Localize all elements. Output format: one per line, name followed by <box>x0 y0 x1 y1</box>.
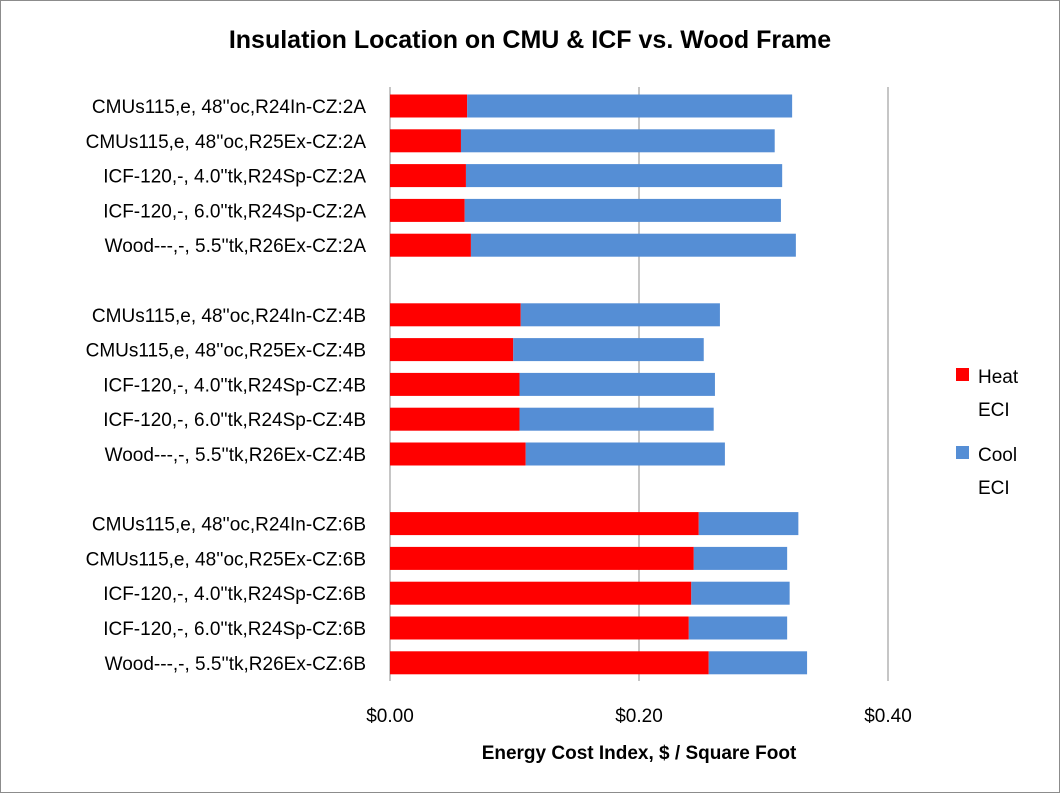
x-tick-label-0: $0.00 <box>366 706 414 727</box>
bar-heat-4 <box>390 233 471 257</box>
category-label-14: Wood---,-, 5.5''tk,R26Ex-CZ:6B <box>105 654 366 675</box>
category-label-13: ICF-120,-, 6.0''tk,R24Sp-CZ:6B <box>103 619 366 640</box>
bar-heat-3 <box>390 198 465 222</box>
bar-heat-13 <box>390 616 689 640</box>
bar-cool-10 <box>698 512 799 536</box>
bar-cool-5 <box>520 303 720 327</box>
x-tick-label-1: $0.20 <box>615 706 663 727</box>
bar-heat-1 <box>390 129 461 153</box>
bar-cool-14 <box>708 651 808 675</box>
category-label-1: CMUs115,e, 48''oc,R25Ex-CZ:2A <box>86 132 367 153</box>
bar-cool-13 <box>688 616 788 640</box>
bar-heat-5 <box>390 303 521 327</box>
bar-cool-1 <box>460 129 775 153</box>
category-label-5: CMUs115,e, 48''oc,R24In-CZ:4B <box>92 306 366 327</box>
bar-cool-9 <box>525 442 725 466</box>
x-tick-labels: $0.00 $0.20 $0.40 <box>366 706 912 727</box>
bar-heat-6 <box>390 338 514 362</box>
x-axis-label: Energy Cost Index, $ / Square Foot <box>482 743 797 764</box>
bar-cool-0 <box>467 94 793 118</box>
category-labels: CMUs115,e, 48''oc,R24In-CZ:2A CMUs115,e, … <box>86 97 367 675</box>
bar-heat-12 <box>390 581 692 605</box>
bar-cool-4 <box>470 233 796 257</box>
category-label-10: CMUs115,e, 48''oc,R24In-CZ:6B <box>92 515 366 536</box>
bar-cool-7 <box>519 372 715 396</box>
bar-heat-0 <box>390 94 468 118</box>
bar-cool-12 <box>691 581 790 605</box>
bar-cool-6 <box>513 338 704 362</box>
legend-label-heat-line1: Heat <box>978 367 1019 388</box>
bar-layer <box>390 94 808 675</box>
category-label-0: CMUs115,e, 48''oc,R24In-CZ:2A <box>92 97 366 118</box>
bar-heat-8 <box>390 407 520 431</box>
category-label-6: CMUs115,e, 48''oc,R25Ex-CZ:4B <box>86 341 366 362</box>
category-label-7: ICF-120,-, 4.0''tk,R24Sp-CZ:4B <box>103 375 366 396</box>
legend-label-cool-line2: ECI <box>978 478 1010 499</box>
bar-cool-3 <box>464 198 781 222</box>
bar-heat-2 <box>390 164 466 188</box>
bar-heat-10 <box>390 512 699 536</box>
bar-heat-9 <box>390 442 526 466</box>
category-label-8: ICF-120,-, 6.0''tk,R24Sp-CZ:4B <box>103 410 366 431</box>
chart-title: Insulation Location on CMU & ICF vs. Woo… <box>228 26 832 54</box>
legend-label-heat-line2: ECI <box>978 400 1010 421</box>
bar-cool-2 <box>465 164 783 188</box>
legend-swatch-cool <box>956 446 969 459</box>
legend-swatch-heat <box>956 368 969 381</box>
bar-heat-7 <box>390 372 520 396</box>
category-label-11: CMUs115,e, 48''oc,R25Ex-CZ:6B <box>86 549 366 570</box>
category-label-12: ICF-120,-, 4.0''tk,R24Sp-CZ:6B <box>103 584 366 605</box>
bar-cool-8 <box>519 407 714 431</box>
bar-cool-11 <box>693 546 788 570</box>
legend: Heat ECI Cool ECI <box>956 367 1019 499</box>
bar-heat-11 <box>390 546 694 570</box>
legend-label-cool-line1: Cool <box>978 445 1017 466</box>
category-label-4: Wood---,-, 5.5''tk,R26Ex-CZ:2A <box>105 236 367 257</box>
category-label-2: ICF-120,-, 4.0''tk,R24Sp-CZ:2A <box>103 167 366 188</box>
x-tick-label-2: $0.40 <box>864 706 912 727</box>
category-label-9: Wood---,-, 5.5''tk,R26Ex-CZ:4B <box>105 445 366 466</box>
category-label-3: ICF-120,-, 6.0''tk,R24Sp-CZ:2A <box>103 201 366 222</box>
bar-heat-14 <box>390 651 709 675</box>
